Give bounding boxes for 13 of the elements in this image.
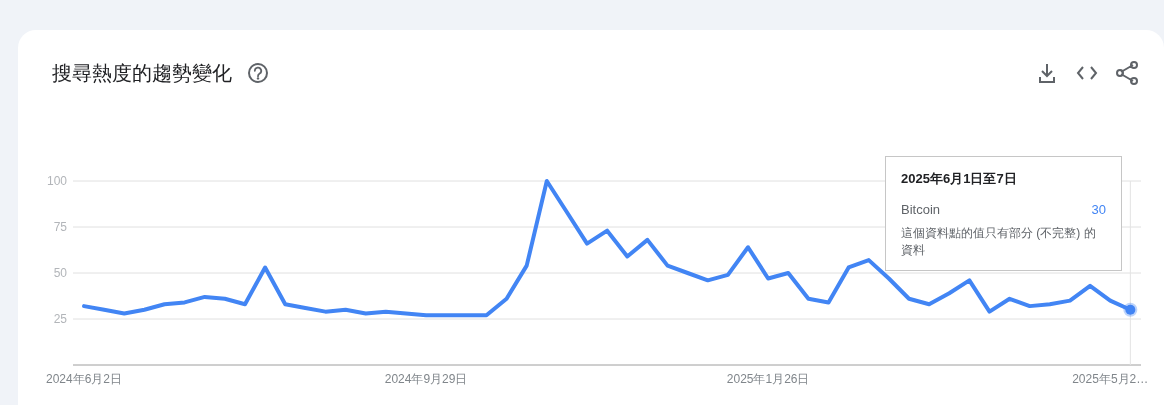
annotation: 這個資料點的值只有部分 (不完整) 的資料 (901, 225, 1097, 259)
annotation: 30 (1091, 201, 1106, 218)
x-tick-label: 2024年9月29日 (384, 372, 468, 387)
y-tick-label: 50 (53, 266, 68, 281)
x-tick-label: 2025年1月26日 (726, 372, 810, 387)
y-tick-label: 75 (53, 220, 68, 235)
x-tick-label: 2025年5月2… (1072, 372, 1149, 387)
x-tick-label: 2024年6月2日 (46, 372, 123, 387)
annotation: 2025年6月1日至7日 (901, 170, 1018, 187)
y-tick-label: 25 (53, 312, 68, 327)
text: Bitcoin (901, 201, 941, 218)
y-tick-label: 100 (46, 174, 68, 189)
chart-title: 搜尋熱度的趨勢變化 (52, 62, 232, 84)
